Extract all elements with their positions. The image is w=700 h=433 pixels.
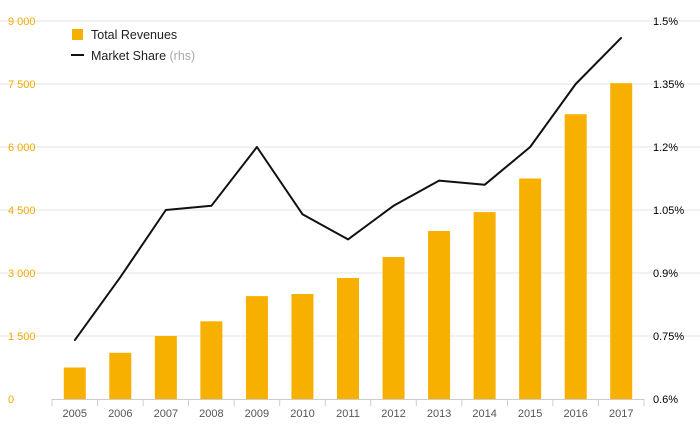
left-tick-label-0: 0	[8, 394, 14, 406]
market-share-point-2013	[438, 179, 440, 182]
market-share-point-2012	[392, 205, 395, 207]
right-tick-label-6: 1.5%	[653, 16, 678, 28]
bar-2012	[382, 257, 405, 399]
right-tick-label-1: 0.75%	[653, 331, 684, 343]
x-tick-label-2016: 2016	[563, 408, 587, 420]
right-tick-label-3: 1.05%	[653, 205, 684, 217]
legend-swatch-revenues	[72, 29, 83, 40]
x-tick-label-2014: 2014	[472, 408, 496, 420]
bar-2006	[109, 352, 132, 399]
market-share-point-2011	[347, 238, 349, 241]
right-tick-label-4: 1.2%	[653, 142, 678, 154]
bar-2008	[200, 321, 223, 399]
left-tick-label-5: 7 500	[8, 79, 36, 91]
market-share-point-2005	[73, 339, 76, 342]
left-tick-label-6: 9 000	[8, 16, 36, 28]
bar-2010	[291, 294, 314, 399]
x-tick-label-2007: 2007	[154, 408, 178, 420]
bar-2007	[154, 336, 177, 399]
bar-2015	[519, 178, 542, 399]
market-share-point-2010	[301, 213, 304, 215]
left-tick-label-2: 3 000	[8, 268, 36, 280]
left-y-axis: 0 1 500 3 000 4 500 6 000 7 500 9 000	[8, 16, 36, 406]
x-axis: 2005 2006 2007 2008 2009 2010 2011 2012 2013 2014…	[51, 399, 645, 420]
bar-2005	[63, 367, 86, 399]
x-tick-label-2013: 2013	[427, 408, 451, 420]
x-tick-label-2010: 2010	[290, 408, 314, 420]
market-share-point-2006	[119, 276, 122, 279]
bar-2009	[245, 296, 268, 399]
market-share-point-2007	[165, 209, 167, 211]
market-share-point-2015	[529, 146, 531, 148]
revenue-bars	[63, 83, 633, 400]
x-tick-label-2012: 2012	[381, 408, 405, 420]
legend-label-market-share-name: Market Share	[91, 49, 166, 63]
right-tick-label-5: 1.35%	[653, 79, 684, 91]
market-share-point-2017	[620, 37, 623, 39]
right-tick-label-2: 0.9%	[653, 268, 678, 280]
legend: Total Revenues Market Share (rhs)	[71, 28, 195, 63]
bar-2014	[473, 212, 496, 399]
legend-label-market-share: Market Share (rhs)	[91, 49, 195, 63]
market-share-point-2008	[210, 205, 213, 207]
x-tick-label-2008: 2008	[199, 408, 223, 420]
bar-2013	[428, 231, 451, 399]
bar-2016	[564, 114, 587, 400]
market-share-point-2016	[574, 83, 577, 85]
x-tick-label-2011: 2011	[336, 408, 360, 420]
left-tick-label-3: 4 500	[8, 205, 36, 217]
x-tick-label-2006: 2006	[108, 408, 132, 420]
market-share-point-2014	[483, 184, 486, 186]
x-tick-label-2009: 2009	[245, 408, 269, 420]
bar-2017	[610, 83, 633, 399]
bar-2011	[337, 278, 359, 399]
market-share-point-2009	[256, 146, 258, 148]
right-y-axis: 0.6% 0.75% 0.9% 1.05% 1.2% 1.35% 1.5%	[653, 16, 684, 406]
right-tick-label-0: 0.6%	[653, 394, 678, 406]
x-tick-label-2005: 2005	[63, 408, 87, 420]
x-tick-label-2017: 2017	[609, 408, 633, 420]
legend-label-revenues: Total Revenues	[91, 28, 177, 42]
x-tick-label-2015: 2015	[518, 408, 542, 420]
left-tick-label-4: 6 000	[8, 142, 36, 154]
left-tick-label-1: 1 500	[8, 331, 36, 343]
legend-label-rhs: (rhs)	[170, 49, 196, 63]
market-share-line-group	[73, 37, 623, 342]
